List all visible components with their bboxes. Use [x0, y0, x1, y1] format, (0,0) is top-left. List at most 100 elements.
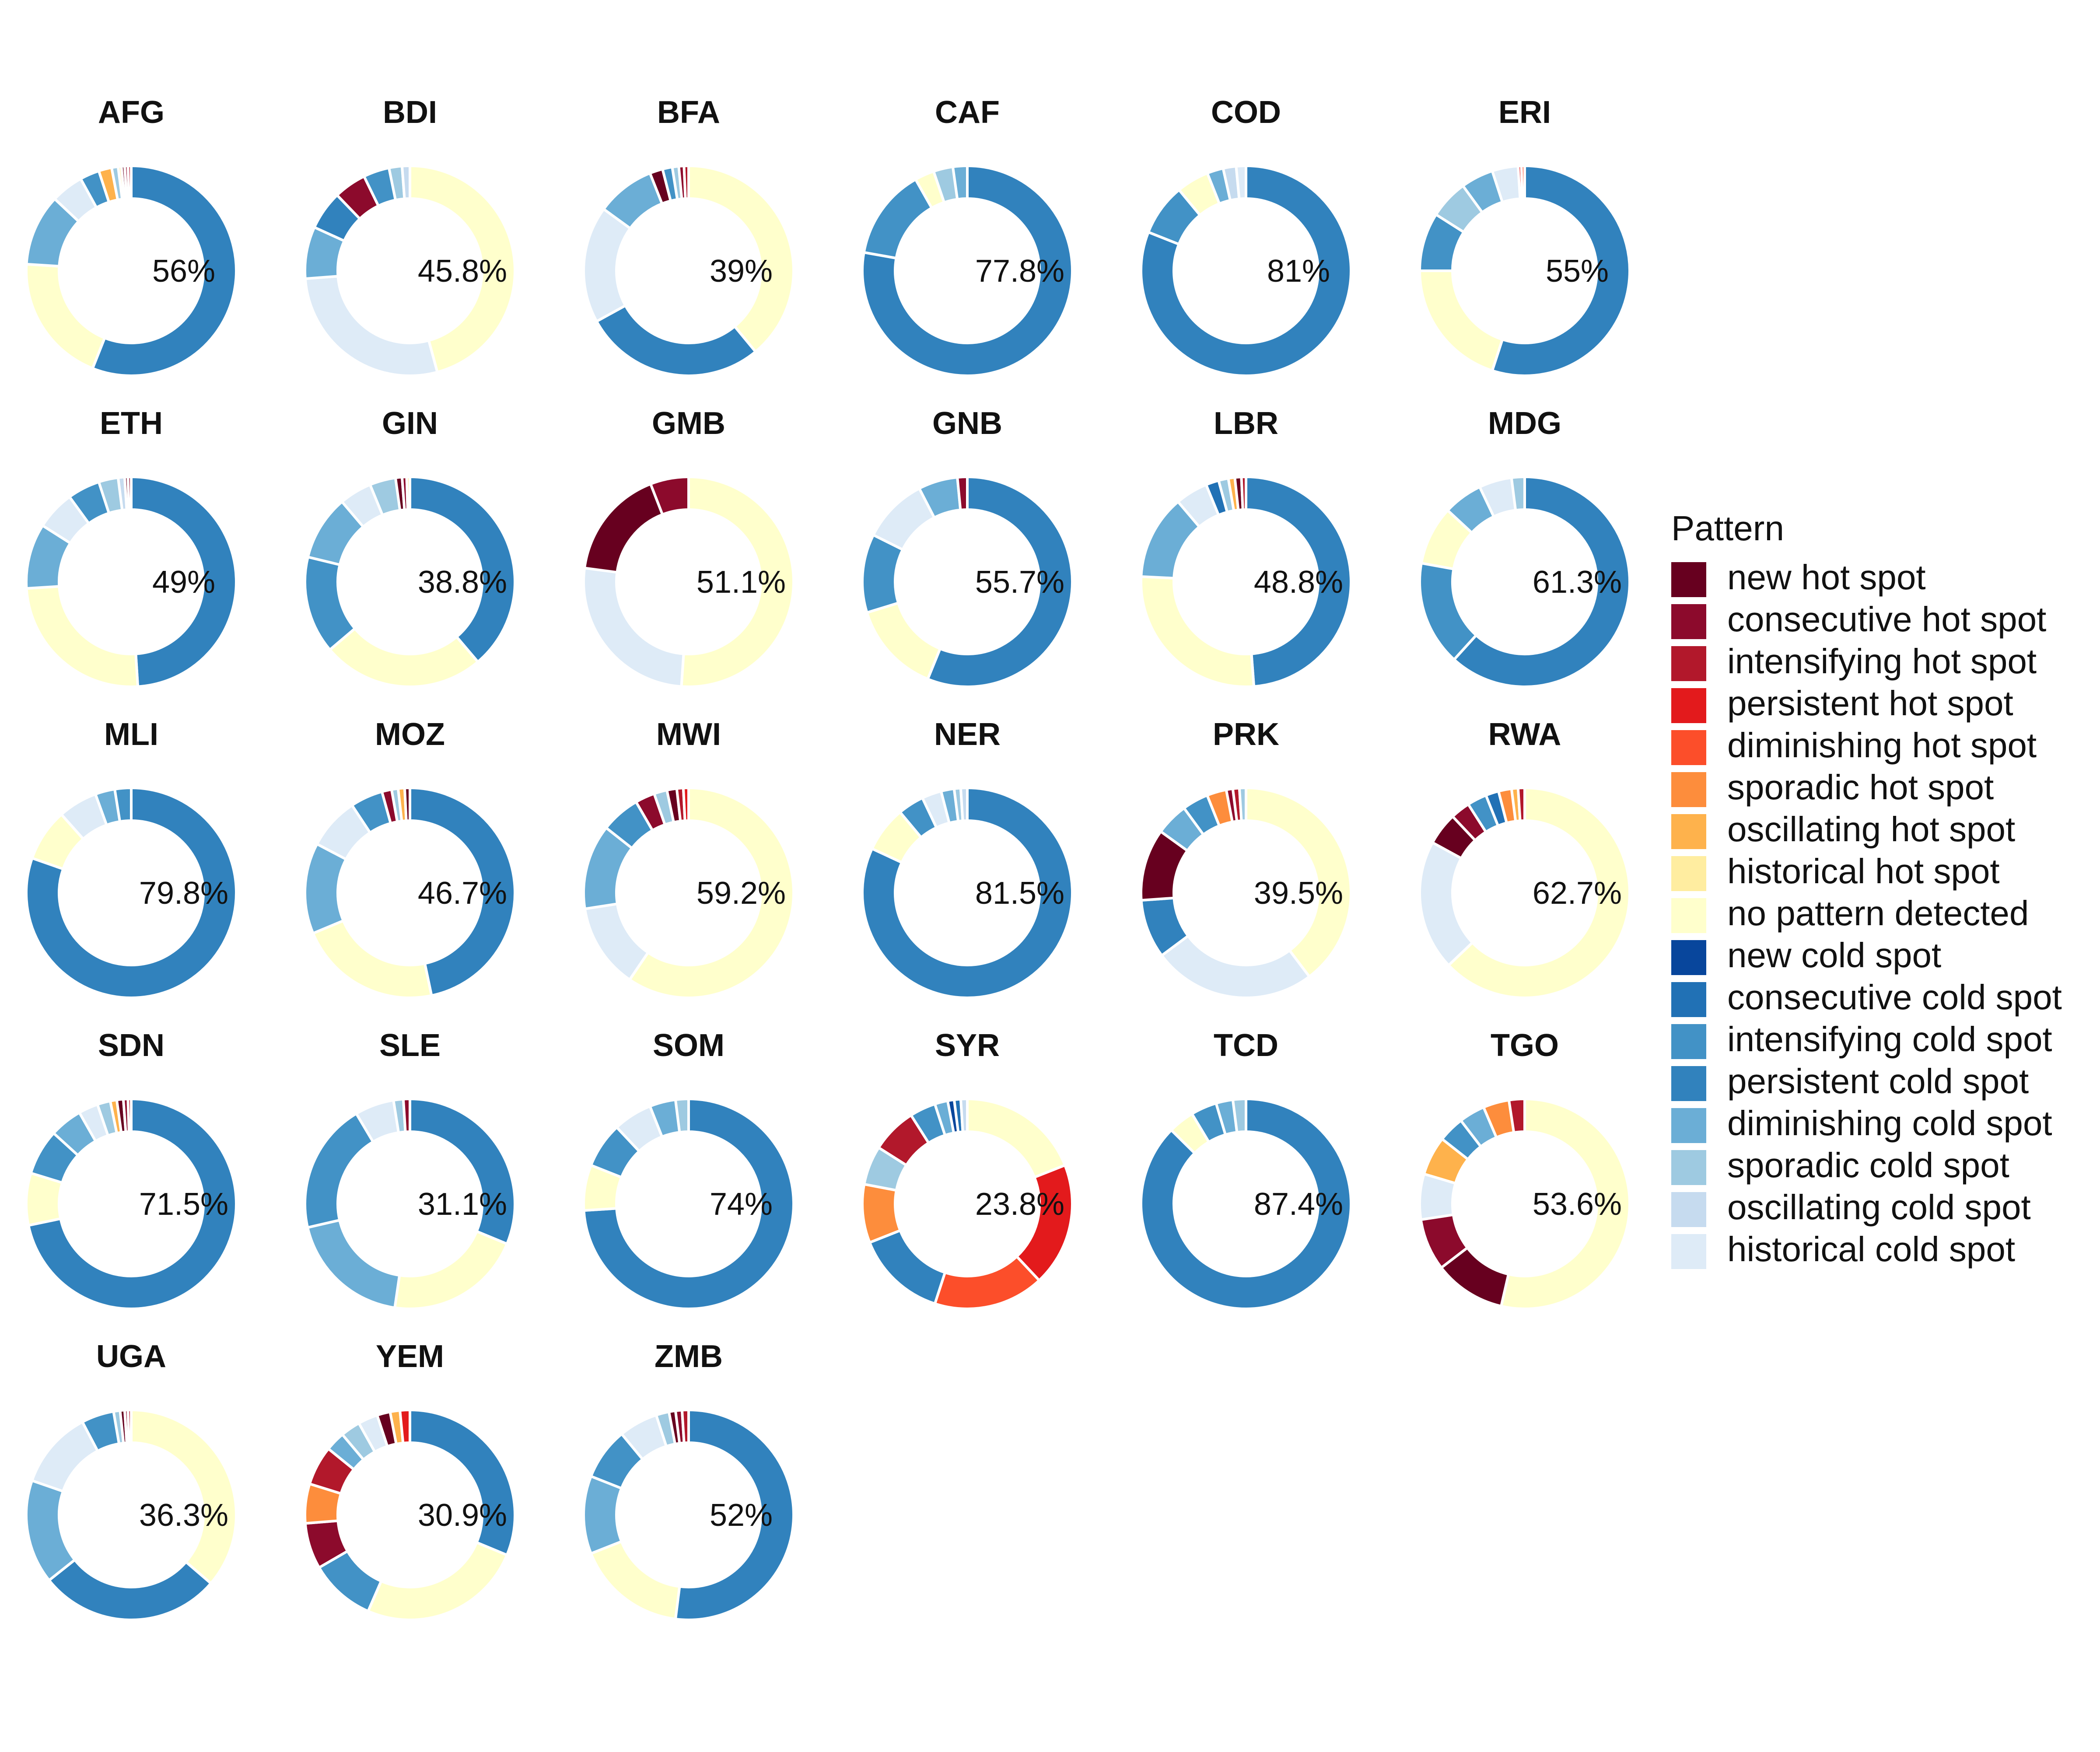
donut-panel-mwi: MWI 59.2%: [582, 717, 795, 999]
panel-title: BFA: [657, 95, 720, 130]
legend-swatch: [1671, 1108, 1706, 1143]
donut-segment: [130, 475, 238, 688]
donut-segment: [674, 1097, 690, 1134]
donut-segment: [1510, 475, 1526, 512]
panel-title: MWI: [656, 717, 721, 752]
panel-title: TCD: [1214, 1028, 1278, 1063]
center-percent-label: 45.8%: [418, 254, 507, 289]
legend-item: new cold spot: [1671, 936, 1941, 975]
donut-segment: [959, 1097, 969, 1133]
legend-label: persistent hot spot: [1727, 684, 2013, 723]
center-percent-label: 87.4%: [1254, 1187, 1343, 1222]
donut-segment: [27, 1097, 238, 1310]
legend-item: diminishing hot spot: [1671, 726, 2037, 765]
panel-title: SYR: [935, 1028, 1000, 1063]
center-percent-label: 59.2%: [696, 876, 786, 911]
legend-label: new cold spot: [1727, 936, 1941, 975]
legend-label: historical cold spot: [1727, 1230, 2015, 1269]
donut-segment: [393, 1229, 509, 1310]
donut-segment: [1491, 164, 1631, 377]
center-percent-label: 81%: [1267, 254, 1330, 289]
center-percent-label: 77.8%: [975, 254, 1064, 289]
legend-item: historical hot spot: [1671, 852, 2000, 891]
center-percent-label: 46.7%: [418, 876, 507, 911]
center-percent-label: 74%: [710, 1187, 773, 1222]
donut-panel-som: SOM 74%: [582, 1028, 795, 1310]
donut-segment: [126, 1408, 133, 1444]
panel-title: ETH: [100, 406, 163, 441]
donut-segment: [1516, 786, 1526, 822]
donut-segment: [1160, 934, 1311, 999]
legend-swatch: [1671, 730, 1706, 765]
donut-segment: [687, 164, 795, 354]
donut-segment: [1235, 164, 1247, 201]
legend-swatch: [1671, 1024, 1706, 1059]
donut-segment: [304, 275, 439, 377]
legend-swatch: [1671, 1066, 1706, 1101]
legend-swatch: [1671, 898, 1706, 933]
center-percent-label: 56%: [152, 254, 215, 289]
donut-segment: [956, 475, 969, 512]
legend-label: diminishing cold spot: [1727, 1104, 2052, 1143]
panel-title: AFG: [98, 95, 164, 130]
donut-panel-eri: ERI 55%: [1418, 95, 1631, 377]
donut-segment: [674, 1408, 795, 1621]
donut-segment: [1231, 1097, 1247, 1134]
panel-title: GIN: [382, 406, 438, 441]
center-percent-label: 38.8%: [418, 565, 507, 600]
donut-segment: [126, 164, 133, 200]
center-percent-label: 79.8%: [139, 876, 228, 911]
donut-segment: [865, 601, 942, 681]
donut-segment: [306, 1218, 401, 1309]
donut-segment: [403, 786, 411, 822]
legend-item: intensifying hot spot: [1671, 642, 2037, 681]
center-percent-label: 31.1%: [418, 1187, 507, 1222]
donut-segment: [47, 1558, 213, 1621]
center-percent-label: 39.5%: [1254, 876, 1343, 911]
donut-panel-lbr: LBR 48.8%: [1139, 406, 1352, 688]
legend-item: no pattern detected: [1671, 894, 2029, 933]
donut-segment: [582, 1474, 623, 1556]
donut-segment: [402, 1097, 411, 1133]
legend-label: oscillating hot spot: [1727, 810, 2015, 849]
legend-item: oscillating cold spot: [1671, 1188, 2031, 1227]
donut-segment: [126, 1097, 133, 1133]
donut-segment: [583, 902, 650, 982]
donut-segment: [1015, 1163, 1074, 1283]
donut-segment: [1507, 1097, 1526, 1134]
donut-segment: [680, 1408, 690, 1444]
donut-segment: [951, 164, 969, 201]
donut-segment: [582, 1097, 795, 1310]
donut-segment: [126, 475, 133, 511]
panel-title: COD: [1211, 95, 1281, 130]
legend-label: consecutive hot spot: [1727, 600, 2046, 639]
donut-segment: [1452, 475, 1631, 688]
donut-panel-ner: NER 81.5%: [861, 717, 1074, 999]
legend-swatch: [1671, 562, 1706, 597]
center-percent-label: 23.8%: [975, 1187, 1064, 1222]
donut-segment: [25, 262, 107, 371]
legend-swatch: [1671, 856, 1706, 891]
legend-label: sporadic cold spot: [1727, 1146, 2009, 1185]
legend-swatch: [1671, 1192, 1706, 1227]
donut-segment: [868, 1228, 947, 1306]
donut-segment: [583, 482, 665, 574]
center-percent-label: 61.3%: [1533, 565, 1622, 600]
legend-label: persistent cold spot: [1727, 1062, 2029, 1101]
donut-segment: [304, 555, 357, 652]
legend-swatch: [1671, 772, 1706, 807]
donut-segment: [1418, 840, 1474, 967]
donut-panel-tcd: TCD 87.4%: [1140, 1028, 1352, 1310]
donut-segment: [25, 1479, 77, 1582]
legend-label: consecutive cold spot: [1727, 978, 2062, 1017]
donut-segment: [595, 304, 758, 377]
donut-segment: [582, 567, 685, 688]
donut-segment: [1139, 164, 1352, 377]
panel-title: SDN: [98, 1028, 164, 1063]
legend-title: Pattern: [1671, 509, 1784, 548]
panel-title: MDG: [1488, 406, 1561, 441]
legend-item: new hot spot: [1671, 558, 1926, 597]
legend-swatch: [1671, 982, 1706, 1017]
